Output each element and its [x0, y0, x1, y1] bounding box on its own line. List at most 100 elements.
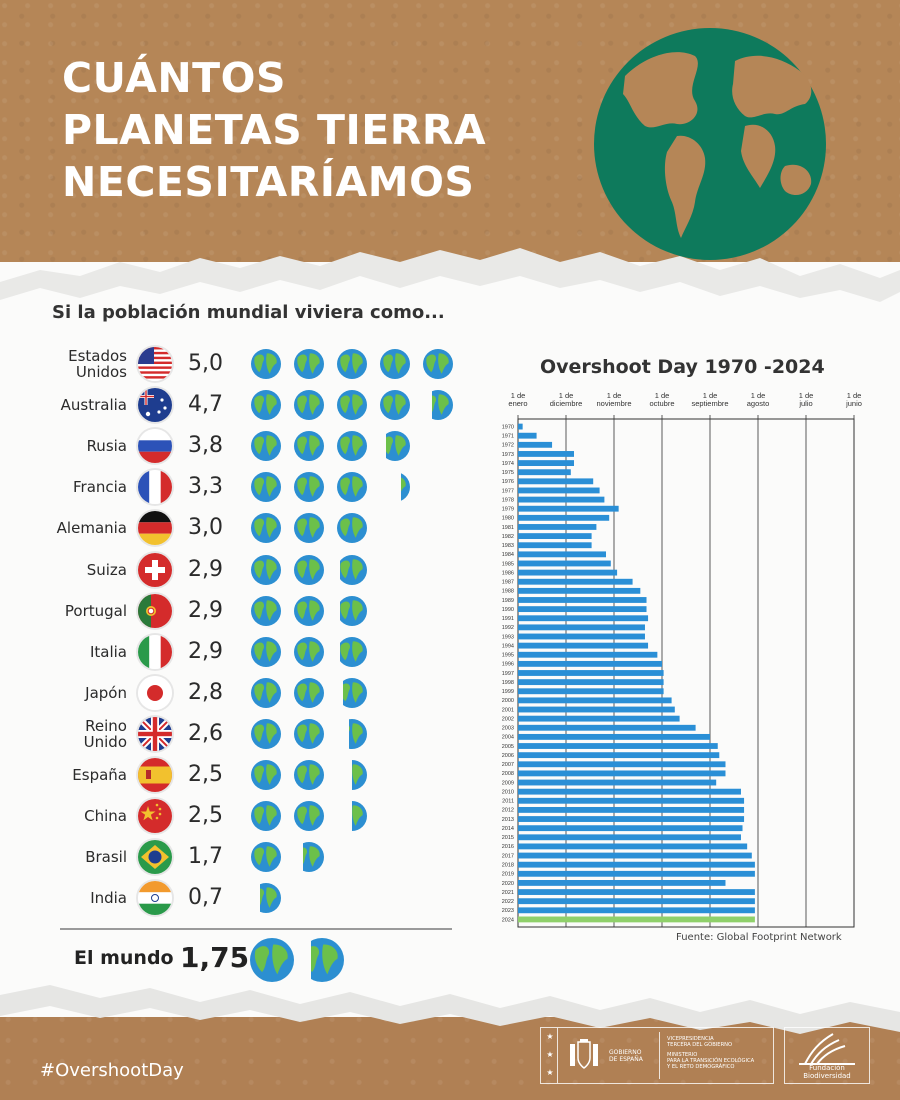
x-tick-label: 1 de [847, 391, 862, 400]
globe-icon [340, 595, 367, 626]
globe-icon [423, 349, 453, 379]
country-name-line: España [72, 766, 127, 784]
gov-text-line: GOBIERNO [609, 1049, 642, 1056]
overshoot-bar [518, 597, 647, 603]
planet-globes [251, 677, 367, 708]
y-tick-label: 2003 [502, 726, 514, 732]
y-tick-label: 1997 [502, 671, 514, 677]
globe-icon [294, 472, 324, 503]
overshoot-bar [518, 533, 592, 540]
overshoot-bar [518, 679, 664, 686]
country-row: Brasil 1,7 [40, 837, 460, 877]
country-row: Portugal 2,9 [40, 591, 460, 631]
overshoot-bar [518, 505, 619, 512]
planet-globes [251, 636, 367, 667]
x-tick-label: 1 de [799, 391, 814, 400]
grass-icon [799, 1033, 855, 1065]
x-tick-label: 1 de [559, 391, 574, 400]
globe-icon [294, 677, 324, 708]
globe-icon [294, 636, 324, 667]
overshoot-bar [518, 606, 647, 613]
globe-icon [251, 554, 281, 585]
country-row: Rusia 3,8 [40, 426, 460, 466]
overshoot-bar [518, 816, 745, 822]
overshoot-bar [518, 660, 662, 667]
overshoot-bar [518, 743, 718, 749]
y-tick-label: 2023 [502, 908, 514, 914]
country-name: Australia [40, 385, 127, 425]
overshoot-bar [518, 870, 755, 877]
globe-icon [251, 842, 281, 873]
planet-globes [260, 883, 281, 914]
globe-icon [352, 760, 367, 790]
divider-line [60, 928, 452, 930]
portugal-flag-icon [138, 593, 172, 628]
uk-flag-icon [138, 716, 172, 751]
planets-value: 2,5 [188, 803, 223, 829]
x-tick-label: 1 de [511, 391, 526, 400]
y-tick-label: 2004 [502, 735, 514, 741]
country-name: Suiza [40, 550, 127, 590]
globe-icon [251, 390, 281, 421]
country-row: España 2,5 [40, 755, 460, 795]
overshoot-bar [518, 852, 752, 859]
y-tick-label: 2014 [502, 826, 514, 832]
country-name: Italia [40, 632, 127, 672]
overshoot-bar [518, 834, 741, 841]
x-tick-label: diciembre [550, 399, 583, 408]
overshoot-bar [518, 806, 745, 813]
overshoot-bar [518, 688, 664, 695]
y-tick-label: 2016 [502, 844, 514, 850]
country-name: China [40, 796, 127, 836]
globe-icon [380, 349, 410, 379]
globe-icon [251, 677, 281, 708]
planets-value: 2,6 [188, 720, 223, 746]
country-name: India [40, 878, 127, 918]
x-tick-label: noviembre [596, 399, 631, 408]
y-tick-label: 2002 [502, 716, 514, 722]
planets-value: 3,0 [188, 515, 223, 541]
y-tick-label: 2005 [502, 744, 514, 750]
y-tick-label: 1971 [502, 434, 514, 440]
globe-icon [251, 472, 281, 503]
usa-flag-icon [138, 347, 172, 381]
country-name: Estados Unidos [40, 344, 127, 384]
y-tick-label: 1994 [502, 643, 514, 649]
hashtag: #OvershootDay [40, 1060, 184, 1081]
x-tick-label: enero [508, 399, 527, 408]
country-row: China 2,5 [40, 796, 460, 836]
overshoot-bar [518, 587, 641, 594]
globe-icon [251, 718, 281, 749]
y-tick-label: 1987 [502, 580, 514, 586]
germany-flag-icon [138, 511, 172, 546]
overshoot-bar [518, 898, 755, 905]
globe-icon [251, 431, 281, 462]
y-tick-label: 1986 [502, 570, 514, 576]
x-tick-label: julio [798, 399, 812, 408]
title-line: CUÁNTOS [62, 54, 287, 102]
main-title: CUÁNTOS PLANETAS TIERRA NECESITARÍAMOS [62, 52, 486, 208]
y-tick-label: 2010 [502, 789, 514, 795]
country-name-line: Alemania [56, 519, 127, 538]
overshoot-bar [518, 788, 741, 795]
overshoot-bar [518, 624, 645, 631]
y-tick-label: 1975 [502, 470, 514, 476]
overshoot-bar [518, 880, 726, 886]
globe-icon [432, 390, 453, 421]
planet-globes [251, 718, 367, 749]
country-name-line: Australia [60, 396, 127, 415]
country-name: Portugal [40, 591, 127, 631]
world-globes [250, 938, 344, 982]
overshoot-bar [518, 779, 717, 786]
brazil-flag-icon [138, 840, 172, 875]
globe-icon [251, 760, 281, 790]
country-name: Francia [40, 467, 127, 507]
overshoot-bar [518, 432, 537, 439]
globe-icon [251, 595, 281, 626]
planet-globes [251, 842, 324, 873]
x-tick-label: junio [845, 399, 862, 408]
planets-value: 3,3 [188, 474, 223, 500]
overshoot-bar [518, 861, 755, 868]
overshoot-bar [518, 423, 523, 430]
overshoot-bar [518, 907, 755, 914]
